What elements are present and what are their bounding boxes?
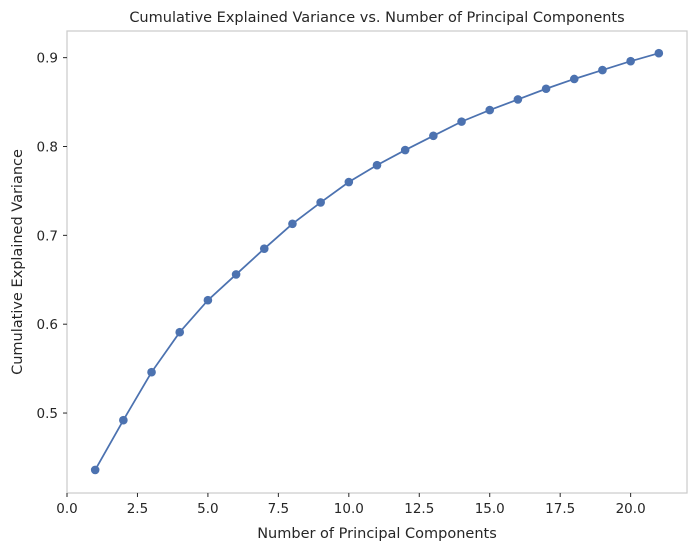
data-point [598,65,607,75]
data-point [400,145,410,155]
plot-frame [66,30,688,494]
x-tick-label: 5.0 [197,501,218,517]
x-tick-label: 2.5 [127,501,148,517]
series-line [94,52,660,471]
x-tick-label: 0.0 [56,501,77,517]
data-point [541,84,551,94]
x-tick-label: 17.5 [545,501,575,517]
x-tick-label: 7.5 [268,501,289,517]
data-point [513,95,523,104]
y-tick-label: 0.9 [37,51,58,67]
x-axis-label: Number of Principal Components [257,526,497,542]
data-point [259,244,269,253]
data-point [316,198,325,207]
y-axis-label: Cumulative Explained Variance [10,149,26,375]
data-point [485,105,495,115]
data-point [626,56,635,66]
data-point [175,327,185,337]
y-tick-label: 0.8 [37,140,58,156]
data-point [147,367,156,377]
plot-area [90,48,664,475]
chart-title: Cumulative Explained Variance vs. Number… [129,10,624,26]
data-point [119,415,128,425]
data-point [429,131,438,141]
y-tick-label: 0.5 [37,406,58,422]
data-point [457,117,466,126]
data-point [231,270,241,279]
x-tick-label: 10.0 [334,501,364,517]
x-tick-label: 20.0 [616,501,646,517]
data-point [288,219,297,229]
data-point [654,48,664,58]
data-point [90,465,100,475]
y-tick-label: 0.6 [37,317,58,333]
y-tick-label: 0.7 [37,228,58,244]
x-axis: 0.0 2.5 5.0 7.5 10.0 12.5 15.0 17.5 20.0 [56,493,646,517]
data-point [569,74,579,84]
data-point [203,295,213,305]
data-point [344,177,354,187]
data-point [372,160,382,170]
x-tick-label: 12.5 [404,501,434,517]
x-tick-label: 15.0 [475,501,505,517]
y-axis: 0.5 0.6 0.7 0.8 0.9 [37,51,67,422]
